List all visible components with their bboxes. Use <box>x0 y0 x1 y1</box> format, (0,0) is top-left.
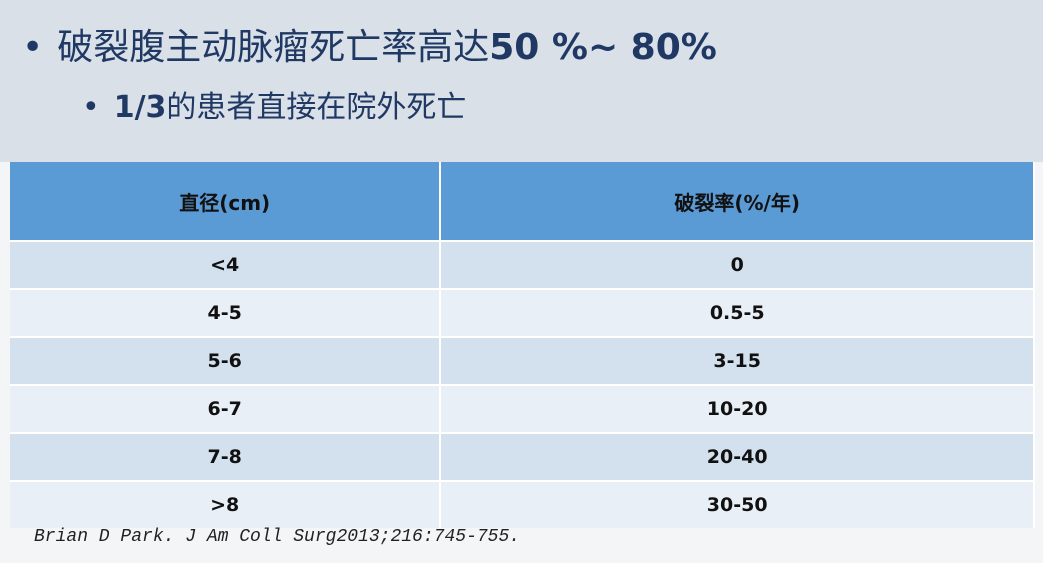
table-cell: 5-6 <box>10 336 442 385</box>
table-row: >8 30-50 <box>10 480 1035 528</box>
table-row: 7-8 20-40 <box>10 432 1035 481</box>
table-row: 6-7 10-20 <box>10 384 1035 433</box>
table-row: 4-5 0.5-5 <box>10 288 1035 337</box>
citation: Brian D Park. J Am Coll Surg2013;216:745… <box>34 527 521 547</box>
table-row: <4 0 <box>10 240 1035 289</box>
table-cell: 20-40 <box>440 432 1035 481</box>
table-cell: 0.5-5 <box>440 288 1035 337</box>
table-cell: 6-7 <box>10 384 442 433</box>
table-cell: 0 <box>440 240 1035 289</box>
column-header: 直径(cm) <box>10 162 442 241</box>
column-header: 破裂率(%/年) <box>440 162 1035 241</box>
table: 直径(cm) 破裂率(%/年) <4 0 4-5 0.5-5 5-6 3-15 6-7 10-2… <box>10 162 1035 528</box>
header-band <box>0 0 1043 162</box>
table-cell: 3-15 <box>440 336 1035 385</box>
table-cell: >8 <box>10 480 442 528</box>
bullet-text: 50 %~ 80% <box>489 27 717 68</box>
table-cell: 7-8 <box>10 432 442 481</box>
table-cell: <4 <box>10 240 442 289</box>
table-row: 5-6 3-15 <box>10 336 1035 385</box>
table-cell: 4-5 <box>10 288 442 337</box>
bullet-text: 1/3 <box>113 90 167 125</box>
sub-bullet: • 1/3的患者直接在院外死亡 <box>82 90 467 125</box>
table-cell: 30-50 <box>440 480 1035 528</box>
table-cell: 10-20 <box>440 384 1035 433</box>
bullet: • 破裂腹主动脉瘤死亡率高达50 %~ 80% <box>22 27 717 68</box>
bullet-text: 的患者直接在院外死亡 <box>166 90 467 125</box>
bullet-text: 破裂腹主动脉瘤死亡率高达 <box>57 27 490 68</box>
